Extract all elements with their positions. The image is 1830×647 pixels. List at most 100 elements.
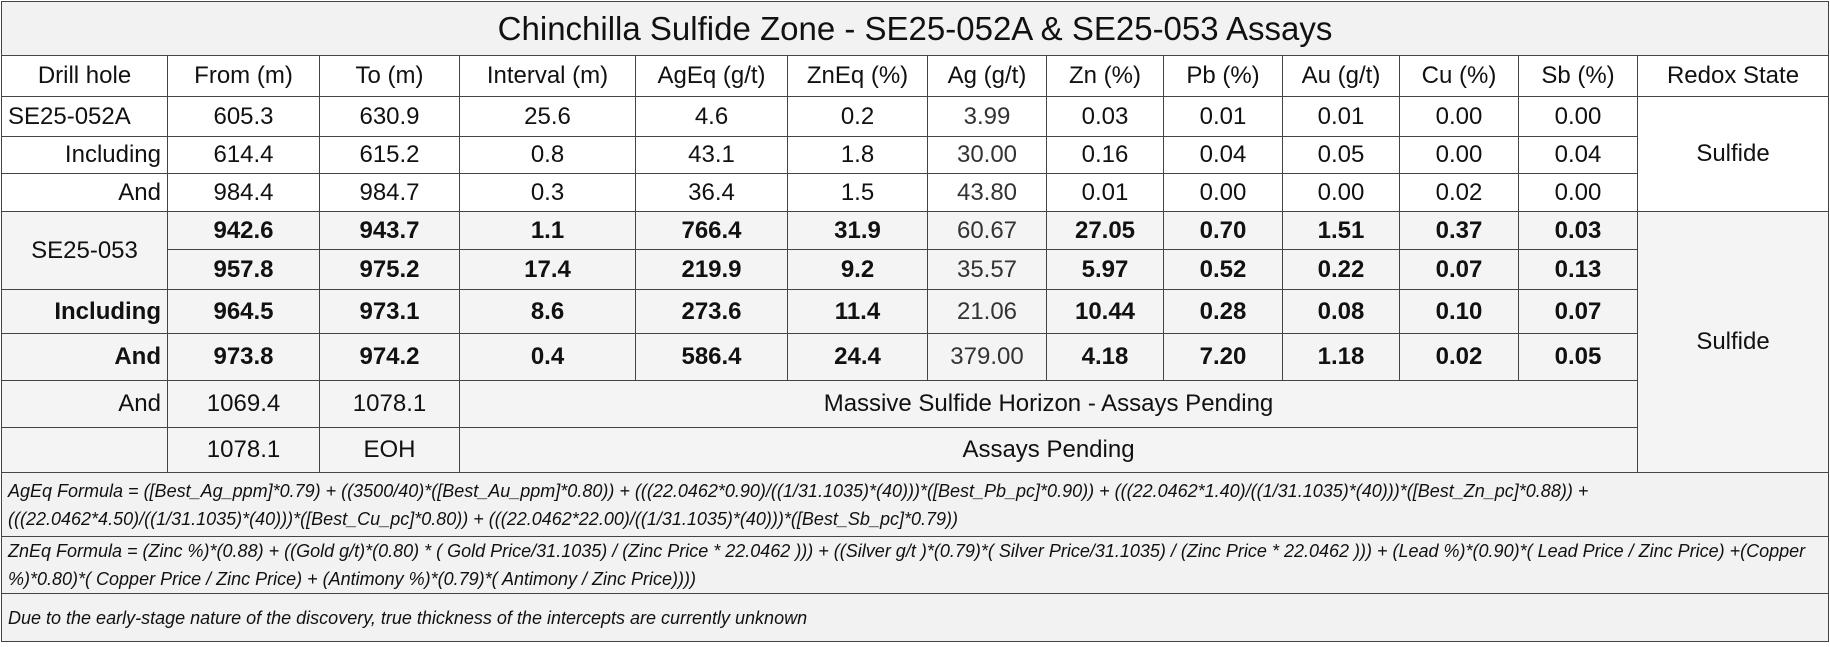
assay-cell: 0.00	[1399, 96, 1519, 137]
assay-cell: 11.4	[787, 289, 928, 334]
assay-cell: 219.9	[635, 249, 788, 290]
assay-cell: 973.8	[167, 333, 320, 381]
table-row: Chinchilla Sulfide Zone - SE25-052A & SE…	[0, 1, 1830, 56]
assay-cell: 0.01	[1046, 173, 1164, 212]
column-header: Interval (m)	[459, 55, 636, 97]
column-header: AgEq (g/t)	[635, 55, 788, 97]
assay-cell: 0.04	[1518, 136, 1638, 174]
assay-cell: 0.28	[1163, 289, 1283, 334]
redox-state: Sulfide	[1636, 211, 1830, 473]
assay-cell: 0.01	[1282, 96, 1400, 137]
assay-cell: 35.57	[927, 249, 1047, 290]
table-title: Chinchilla Sulfide Zone - SE25-052A & SE…	[0, 1, 1830, 56]
assay-cell: 4.6	[635, 96, 788, 137]
assay-cell: 0.16	[1046, 136, 1164, 174]
assay-cell: 1078.1	[319, 380, 460, 428]
assay-cell: 43.80	[927, 173, 1047, 212]
assay-cell: 0.03	[1046, 96, 1164, 137]
assay-cell: 8.6	[459, 289, 636, 334]
drill-hole: SE25-053	[1, 211, 168, 290]
assay-cell: 7.20	[1163, 333, 1283, 381]
assay-cell: 0.3	[459, 173, 636, 212]
table-row: And 1069.4 1078.1 Massive Sulfide Horizon -…	[1, 380, 1829, 428]
pending-note: Assays Pending	[459, 427, 1638, 473]
table-row: Drill hole From (m) To (m) Interval (m) AgEq…	[1, 55, 1830, 97]
assay-cell: 0.00	[1399, 136, 1519, 174]
assay-cell: 0.04	[1163, 136, 1283, 174]
assay-cell: 1.51	[1282, 211, 1400, 250]
assay-cell: 10.44	[1046, 289, 1164, 334]
assay-cell: 24.4	[787, 333, 928, 381]
assay-cell: 984.7	[319, 173, 460, 212]
drill-hole: Including	[1, 136, 168, 174]
assay-cell: 615.2	[319, 136, 460, 174]
table-row: And 984.4 984.7 0.3 36.4 1.5 43.80 0.01 0.00 0.00…	[1, 173, 1829, 212]
assay-cell: 630.9	[319, 96, 460, 137]
assay-cell: 0.00	[1518, 96, 1638, 137]
drill-hole: And	[1, 173, 168, 212]
assay-cell: 766.4	[635, 211, 788, 250]
assay-cell: 0.01	[1163, 96, 1283, 137]
drill-hole	[1, 427, 168, 473]
assay-cell: 5.97	[1046, 249, 1164, 290]
assay-cell: 60.67	[927, 211, 1047, 250]
assay-cell: 30.00	[927, 136, 1047, 174]
assay-cell: 1.8	[787, 136, 928, 174]
assay-cell: 973.1	[319, 289, 460, 334]
assay-cell: 974.2	[319, 333, 460, 381]
table-row: SE25-053 942.6 943.7 1.1 766.4 31.9 60.67 27.05…	[1, 211, 1830, 473]
assay-cell: 964.5	[167, 289, 320, 334]
footnote: Due to the early-stage nature of the dis…	[0, 593, 1830, 642]
table-row: ZnEq Formula = (Zinc %)*(0.88) + ((Gold …	[0, 536, 1830, 594]
assay-cell: 0.05	[1282, 136, 1400, 174]
assay-cell: 0.22	[1282, 249, 1400, 290]
assay-cell: 0.07	[1518, 289, 1638, 334]
assay-cell: 1069.4	[167, 380, 320, 428]
assay-cell: 43.1	[635, 136, 788, 174]
assay-cell: 17.4	[459, 249, 636, 290]
assay-cell: 0.52	[1163, 249, 1283, 290]
assay-cell: 586.4	[635, 333, 788, 381]
column-header: Cu (%)	[1399, 55, 1519, 97]
assay-cell: 1.5	[787, 173, 928, 212]
assay-cell: 0.00	[1163, 173, 1283, 212]
assay-cell: 0.2	[787, 96, 928, 137]
column-header: ZnEq (%)	[787, 55, 928, 97]
assay-cell: 614.4	[167, 136, 320, 174]
assay-cell: 31.9	[787, 211, 928, 250]
drill-hole: Including	[1, 289, 168, 334]
pending-note: Massive Sulfide Horizon - Assays Pending	[459, 380, 1638, 428]
table-row: Due to the early-stage nature of the dis…	[0, 593, 1830, 642]
assay-cell: 957.8	[167, 249, 320, 290]
assay-cell: 273.6	[635, 289, 788, 334]
assay-cell: 27.05	[1046, 211, 1164, 250]
assay-cell: 943.7	[319, 211, 460, 250]
assay-cell: 0.4	[459, 333, 636, 381]
drill-hole: And	[1, 333, 168, 381]
assay-cell: 0.05	[1518, 333, 1638, 381]
table-row: 1078.1 EOH Assays Pending	[1, 427, 1829, 473]
assay-cell: 3.99	[927, 96, 1047, 137]
assay-cell: 984.4	[167, 173, 320, 212]
assay-cell: 0.08	[1282, 289, 1400, 334]
assay-cell: 1.18	[1282, 333, 1400, 381]
assay-cell: EOH	[319, 427, 460, 473]
assay-cell: 0.8	[459, 136, 636, 174]
column-header: Redox State	[1636, 55, 1830, 97]
assay-cell: 605.3	[167, 96, 320, 137]
assay-cell: 25.6	[459, 96, 636, 137]
assay-cell: 0.37	[1399, 211, 1519, 250]
table-row: 957.8 975.2 17.4 219.9 9.2 35.57 5.97 0.52 0.22 0…	[2, 249, 1829, 290]
assay-cell: 0.07	[1399, 249, 1519, 290]
column-header: From (m)	[167, 55, 320, 97]
table-row: AgEq Formula = ([Best_Ag_ppm]*0.79) + ((…	[0, 472, 1830, 537]
column-header: Ag (g/t)	[927, 55, 1047, 97]
assay-cell: 942.6	[167, 211, 320, 250]
assay-cell: 0.13	[1518, 249, 1638, 290]
assay-cell: 1078.1	[167, 427, 320, 473]
footnote: AgEq Formula = ([Best_Ag_ppm]*0.79) + ((…	[0, 472, 1830, 537]
assay-cell: 379.00	[927, 333, 1047, 381]
assay-cell: 0.00	[1518, 173, 1638, 212]
column-header: Au (g/t)	[1282, 55, 1400, 97]
